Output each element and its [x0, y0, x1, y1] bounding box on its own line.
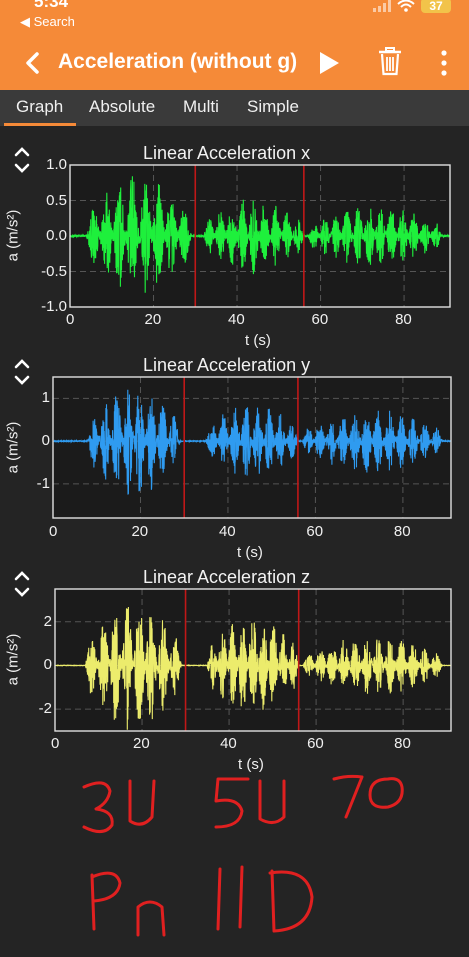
tab-bar: Graph Absolute Multi Simple	[0, 90, 469, 126]
x-tick-label: 80	[395, 311, 412, 328]
y-tick-label: -0.5	[41, 262, 67, 280]
x-axis-label: t (s)	[238, 756, 264, 773]
plot-canvas[interactable]	[0, 0, 469, 311]
plot-frame	[54, 588, 452, 732]
plot-frame	[69, 164, 451, 308]
status-back-link[interactable]: ◀ Search	[20, 14, 75, 29]
y-tick-label: 1	[41, 389, 50, 407]
chart-title: Linear Acceleration x	[143, 143, 311, 163]
plot-frame	[52, 376, 452, 519]
status-icons: 37	[373, 0, 451, 13]
y-tick-label: 1.0	[46, 156, 67, 173]
tab-graph[interactable]: Graph	[16, 97, 64, 116]
chart-title: Linear Acceleration y	[143, 355, 311, 375]
handwritten-notes	[82, 774, 404, 937]
y-tick-label: 0.0	[46, 227, 67, 244]
signal-series	[52, 389, 452, 495]
page-title: Acceleration (without g)	[58, 50, 298, 73]
chart-title: Linear Acceleration z	[143, 567, 311, 587]
expand-collapse-icon[interactable]	[12, 146, 32, 174]
plot-canvas[interactable]	[0, 0, 469, 522]
y-tick-label: -2	[38, 700, 52, 718]
tab-absolute[interactable]: Absolute	[89, 97, 156, 116]
y-tick-label: -1	[36, 474, 50, 492]
x-tick-label: 0	[49, 523, 58, 540]
x-tick-label: 40	[218, 523, 236, 540]
status-time: 5:34	[34, 0, 69, 11]
x-tick-label: 60	[307, 735, 324, 752]
header: Acceleration (without g)	[0, 40, 469, 86]
trash-icon[interactable]	[377, 46, 403, 76]
plot-canvas[interactable]	[0, 0, 469, 735]
x-axis-label: t (s)	[245, 332, 271, 349]
expand-collapse-icon[interactable]	[12, 358, 32, 386]
wifi-icon	[397, 0, 415, 12]
y-tick-label: 0	[41, 432, 50, 450]
tab-multi[interactable]: Multi	[183, 97, 219, 116]
x-tick-label: 60	[311, 311, 329, 328]
x-tick-label: 0	[51, 735, 60, 752]
top-bar: 5:34 ◀ Search 37 Acceleration (without g…	[0, 0, 469, 90]
x-tick-label: 80	[393, 523, 411, 540]
x-tick-label: 20	[131, 523, 149, 540]
signal-series	[69, 176, 451, 293]
expand-collapse-icon[interactable]	[12, 570, 32, 598]
y-tick-label: 2	[43, 612, 52, 630]
x-tick-label: 40	[228, 311, 245, 328]
x-tick-label: 60	[306, 523, 324, 540]
y-tick-label: 0	[43, 656, 52, 674]
play-icon[interactable]	[317, 50, 341, 76]
x-tick-label: 20	[133, 735, 150, 752]
x-tick-label: 20	[144, 311, 162, 328]
active-tab-indicator	[4, 123, 76, 126]
signal-icon	[373, 0, 391, 12]
battery-icon: 37	[421, 0, 451, 13]
x-axis-label: t (s)	[237, 544, 263, 561]
tab-simple[interactable]: Simple	[247, 97, 299, 116]
signal-series	[54, 606, 452, 730]
x-tick-label: 80	[394, 735, 411, 752]
more-options-icon[interactable]	[437, 48, 451, 78]
x-tick-label: 40	[220, 735, 237, 752]
y-tick-label: -1.0	[41, 298, 67, 315]
y-tick-label: 0.5	[46, 191, 67, 209]
x-tick-label: 0	[66, 311, 75, 328]
y-axis-label: a (m/s²)	[4, 633, 22, 686]
back-arrow-icon[interactable]	[22, 50, 44, 76]
